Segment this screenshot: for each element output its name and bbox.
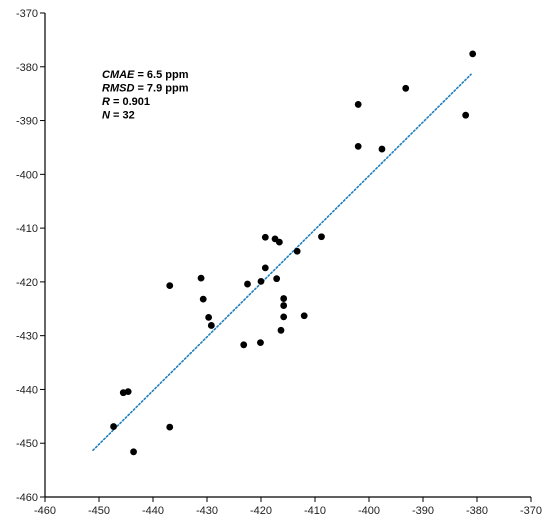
x-tick-label: -380: [466, 505, 488, 517]
y-tick-label: -460: [16, 492, 38, 504]
data-point: [462, 111, 470, 119]
data-point: [293, 247, 301, 255]
data-point: [280, 313, 288, 321]
data-point: [300, 312, 308, 320]
data-point: [280, 295, 288, 302]
x-tick-label: -460: [34, 505, 56, 517]
x-tick-label: -370: [520, 505, 542, 517]
data-point: [199, 295, 207, 303]
x-tick-label: -400: [358, 505, 380, 517]
y-tick-label: -380: [16, 62, 38, 74]
stat-value: = 32: [110, 110, 135, 122]
data-point: [257, 277, 265, 285]
data-point: [110, 423, 117, 430]
stat-value: = 0.901: [110, 96, 150, 108]
data-point: [354, 101, 362, 108]
stat-line: CMAE = 6.5 ppm: [102, 69, 189, 81]
data-point: [354, 142, 362, 150]
data-point: [119, 389, 127, 397]
data-point: [378, 145, 386, 153]
stat-name: R: [102, 96, 110, 108]
data-point: [261, 264, 269, 272]
data-point: [244, 280, 251, 288]
y-tick-label: -420: [16, 277, 38, 289]
x-tick-label: -430: [196, 505, 218, 517]
y-tick-label: -430: [16, 331, 38, 343]
stat-name: CMAE: [102, 69, 135, 81]
data-point: [166, 423, 174, 431]
x-tick-label: -450: [88, 505, 110, 517]
data-point: [205, 313, 213, 321]
data-point: [261, 233, 269, 241]
stat-value: = 7.9 ppm: [134, 83, 188, 95]
y-tick-label: -440: [16, 384, 38, 396]
y-tick-label: -410: [16, 223, 38, 235]
data-point: [257, 339, 264, 347]
x-tick-label: -390: [412, 505, 434, 517]
axes-layer: [40, 12, 532, 502]
stat-line: N = 32: [102, 110, 135, 122]
y-tick-label: -370: [16, 8, 38, 20]
data-point: [166, 282, 174, 290]
x-tick-label: -440: [142, 505, 164, 517]
data-point: [275, 238, 283, 246]
y-tick-label: -450: [16, 438, 38, 450]
data-point: [207, 322, 215, 329]
data-point: [402, 84, 410, 92]
stat-name: N: [102, 110, 111, 122]
fit-line: [92, 73, 472, 452]
data-point: [240, 341, 248, 349]
stat-line: R = 0.901: [102, 96, 150, 108]
stat-name: RMSD: [102, 83, 134, 95]
data-point: [273, 275, 281, 283]
data-point: [277, 326, 285, 334]
fit-line-layer: [92, 73, 472, 452]
x-tick-labels: -460 -450 -440 -430 -420 -410 -400 -390 -380 -370: [34, 505, 542, 517]
x-tick-label: -420: [250, 505, 272, 517]
data-point: [469, 50, 477, 58]
y-tick-label: -400: [16, 169, 38, 181]
data-points: [110, 50, 477, 456]
data-point: [197, 274, 205, 282]
y-tick-labels: -370 -380 -390 -400 -410 -420 -430 -440 -450 -460: [16, 8, 38, 504]
y-tick-label: -390: [16, 116, 38, 128]
data-point: [318, 233, 325, 241]
stat-value: = 6.5 ppm: [134, 69, 188, 81]
data-point: [130, 448, 137, 456]
data-point: [280, 302, 288, 309]
x-tick-label: -410: [304, 505, 326, 517]
stat-line: RMSD = 7.9 ppm: [102, 83, 189, 95]
